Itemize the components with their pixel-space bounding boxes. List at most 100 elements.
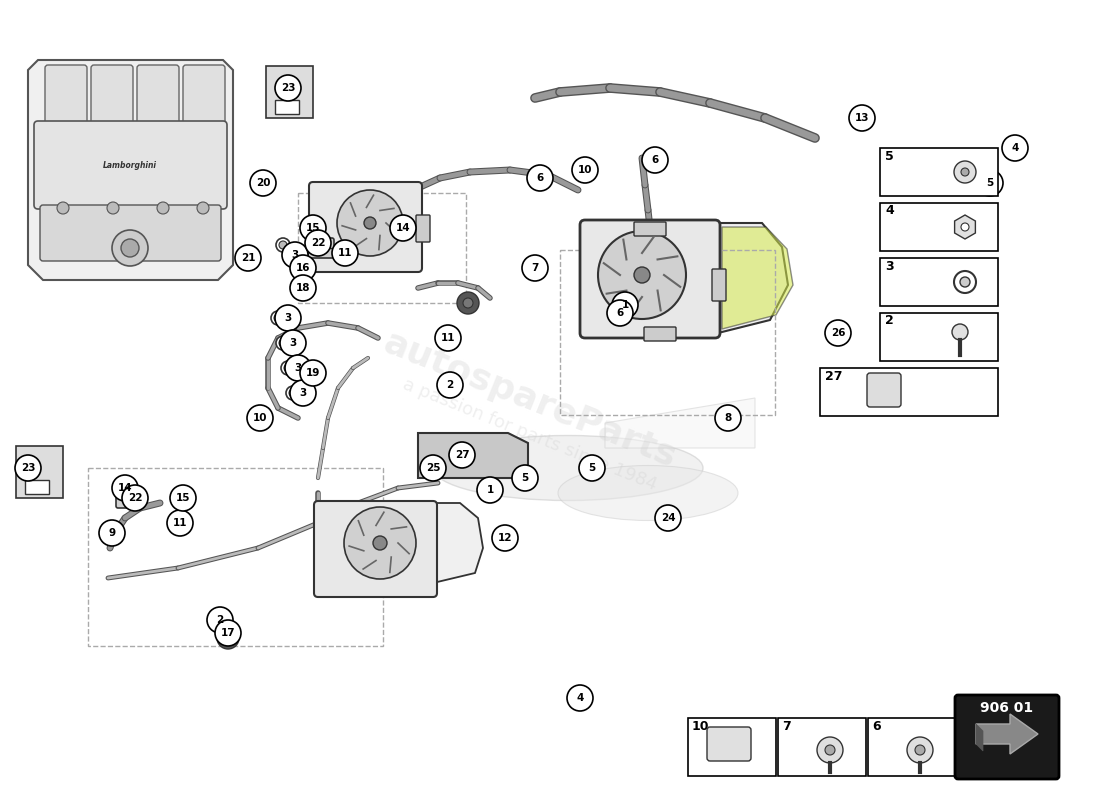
Text: 23: 23: [280, 83, 295, 93]
Text: 8: 8: [725, 413, 732, 423]
FancyBboxPatch shape: [880, 313, 998, 361]
Circle shape: [654, 505, 681, 531]
Circle shape: [290, 275, 316, 301]
FancyBboxPatch shape: [707, 727, 751, 761]
Circle shape: [248, 405, 273, 431]
Polygon shape: [433, 503, 483, 583]
FancyBboxPatch shape: [308, 238, 334, 258]
Circle shape: [961, 168, 969, 176]
Circle shape: [276, 336, 290, 350]
Text: 1: 1: [486, 485, 494, 495]
Circle shape: [282, 242, 308, 268]
Text: 18: 18: [296, 283, 310, 293]
Text: 7: 7: [531, 263, 539, 273]
FancyBboxPatch shape: [868, 718, 956, 776]
Text: 15: 15: [176, 493, 190, 503]
Circle shape: [566, 685, 593, 711]
Circle shape: [197, 202, 209, 214]
FancyBboxPatch shape: [183, 65, 226, 126]
Text: 23: 23: [21, 463, 35, 473]
Circle shape: [449, 442, 475, 468]
Circle shape: [122, 485, 149, 511]
FancyBboxPatch shape: [416, 215, 430, 242]
FancyBboxPatch shape: [25, 480, 50, 494]
Text: 15: 15: [306, 223, 320, 233]
Circle shape: [57, 202, 69, 214]
Circle shape: [961, 223, 969, 231]
Circle shape: [817, 737, 843, 763]
Text: 4: 4: [886, 205, 893, 218]
Circle shape: [954, 161, 976, 183]
Circle shape: [250, 170, 276, 196]
Text: autospareParts: autospareParts: [378, 326, 682, 474]
Circle shape: [157, 202, 169, 214]
Text: 24: 24: [661, 513, 675, 523]
Circle shape: [235, 245, 261, 271]
Text: 25: 25: [426, 463, 440, 473]
Circle shape: [715, 405, 741, 431]
FancyBboxPatch shape: [45, 65, 87, 126]
FancyBboxPatch shape: [116, 488, 142, 508]
Circle shape: [954, 271, 976, 293]
Circle shape: [300, 360, 326, 386]
Ellipse shape: [558, 466, 738, 521]
FancyBboxPatch shape: [275, 100, 299, 114]
Circle shape: [908, 737, 933, 763]
Circle shape: [112, 230, 148, 266]
Text: 3: 3: [289, 338, 297, 348]
Text: 10: 10: [578, 165, 592, 175]
Text: 906 01: 906 01: [980, 701, 1034, 715]
Circle shape: [279, 241, 287, 249]
Circle shape: [434, 325, 461, 351]
Circle shape: [373, 536, 387, 550]
Circle shape: [170, 485, 196, 511]
Circle shape: [825, 745, 835, 755]
Circle shape: [337, 190, 403, 256]
Circle shape: [223, 633, 233, 643]
FancyBboxPatch shape: [820, 368, 998, 416]
Text: 9: 9: [109, 528, 116, 538]
Circle shape: [121, 239, 139, 257]
FancyBboxPatch shape: [955, 695, 1059, 779]
Text: 27: 27: [454, 450, 470, 460]
Circle shape: [915, 745, 925, 755]
FancyBboxPatch shape: [16, 446, 63, 498]
Circle shape: [438, 383, 448, 393]
Circle shape: [960, 277, 970, 287]
Text: 5: 5: [987, 178, 993, 188]
Text: 3: 3: [295, 363, 301, 373]
Text: 10: 10: [253, 413, 267, 423]
Text: 1: 1: [621, 300, 628, 310]
Text: 11: 11: [338, 248, 352, 258]
Text: 2: 2: [217, 615, 223, 625]
Circle shape: [280, 361, 295, 375]
Circle shape: [286, 386, 300, 400]
Circle shape: [607, 300, 632, 326]
Circle shape: [612, 292, 638, 318]
Circle shape: [390, 215, 416, 241]
Circle shape: [289, 389, 297, 397]
Text: 27: 27: [825, 370, 843, 382]
Circle shape: [279, 339, 287, 347]
Circle shape: [642, 147, 668, 173]
Text: 6: 6: [651, 155, 659, 165]
Circle shape: [1002, 135, 1028, 161]
Text: 3: 3: [299, 388, 307, 398]
Circle shape: [217, 627, 239, 649]
Circle shape: [214, 620, 241, 646]
FancyBboxPatch shape: [314, 501, 437, 597]
Circle shape: [99, 520, 125, 546]
Circle shape: [437, 372, 463, 398]
Circle shape: [598, 231, 686, 319]
Circle shape: [207, 607, 233, 633]
Circle shape: [344, 507, 416, 579]
Circle shape: [300, 215, 326, 241]
Text: 22: 22: [310, 238, 326, 248]
Circle shape: [280, 330, 306, 356]
Text: 11: 11: [441, 333, 455, 343]
Circle shape: [364, 217, 376, 229]
Text: 4: 4: [1011, 143, 1019, 153]
Circle shape: [825, 320, 851, 346]
Polygon shape: [722, 227, 793, 329]
Text: 13: 13: [855, 113, 869, 123]
